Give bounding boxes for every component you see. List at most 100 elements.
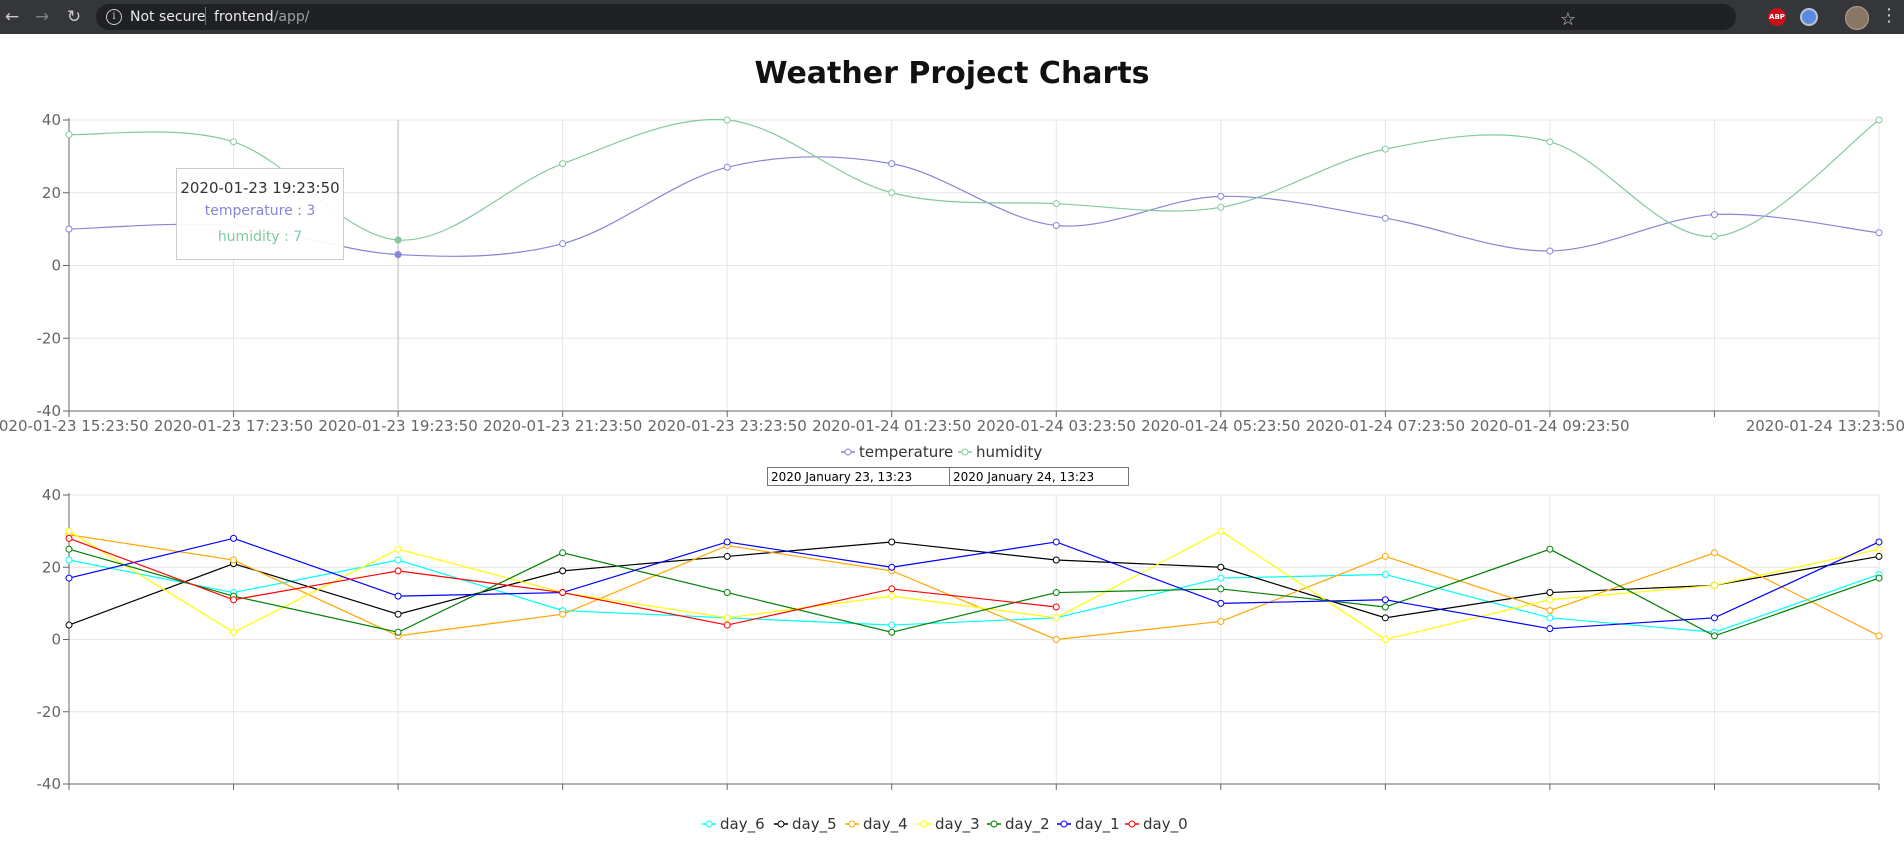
- data-point-humidity: [560, 161, 566, 167]
- data-point-day_5: [1547, 590, 1553, 596]
- data-point-humidity: [1382, 146, 1388, 152]
- legend-label: day_5: [792, 815, 837, 834]
- chart-grid: [69, 495, 1879, 784]
- legend-marker: [921, 821, 927, 827]
- data-point-temperature: [66, 226, 72, 232]
- tooltip-label: 2020-01-23 19:23:50: [177, 179, 343, 197]
- legend-marker: [845, 449, 851, 455]
- weather-line-chart: -40-20020402020-01-23 15:23:50 2020-01-23…: [0, 110, 1904, 470]
- data-point-day_3: [724, 615, 730, 621]
- data-point-day_4: [1711, 550, 1717, 556]
- y-tick-label: 0: [51, 257, 61, 275]
- x-tick-label: 2020-01-23 19:23:50: [318, 417, 477, 435]
- back-arrow-icon[interactable]: ←: [2, 7, 22, 27]
- legend-item-day_3: day_3: [917, 815, 980, 834]
- bookmark-star-icon[interactable]: ☆: [1560, 9, 1576, 30]
- data-point-temperature: [889, 161, 895, 167]
- data-point-humidity: [724, 117, 730, 123]
- legend-item-day_1: day_1: [1057, 815, 1120, 834]
- data-point-day_0: [66, 535, 72, 541]
- chart-tooltip: 2020-01-23 19:23:50 temperature : 3 humi…: [176, 168, 344, 260]
- url-separator: [205, 7, 206, 25]
- data-point-day_2: [1218, 586, 1224, 592]
- data-point-humidity: [1218, 204, 1224, 210]
- data-point-day_6: [1547, 615, 1553, 621]
- y-tick-label: 40: [42, 111, 61, 129]
- tooltip-humidity: humidity : 7: [177, 229, 343, 245]
- profile-avatar[interactable]: [1845, 6, 1869, 30]
- data-point-day_2: [1382, 604, 1388, 610]
- data-point-day_2: [889, 629, 895, 635]
- info-icon[interactable]: i: [106, 9, 122, 25]
- legend-label: humidity: [976, 443, 1042, 461]
- data-point-day_0: [395, 568, 401, 574]
- data-point-day_0: [724, 622, 730, 628]
- browser-toolbar: ← → ↻ i Not secure frontend/app/ ☆ ABP ⋮: [0, 0, 1904, 34]
- data-point-day_4: [560, 611, 566, 617]
- data-point-day_0: [560, 590, 566, 596]
- url-path: /app/: [274, 9, 310, 25]
- address-bar[interactable]: i Not secure frontend/app/ ☆: [96, 4, 1736, 30]
- data-point-day_1: [1218, 600, 1224, 606]
- y-tick-label: 0: [51, 631, 61, 649]
- data-point-humidity: [231, 139, 237, 145]
- data-point-day_3: [1547, 597, 1553, 603]
- y-tick-label: -40: [37, 775, 62, 793]
- series-line-day_1: [69, 538, 1879, 628]
- data-point-day_4: [231, 557, 237, 563]
- data-point-humidity: [66, 132, 72, 138]
- data-point-day_5: [1053, 557, 1059, 563]
- data-point-temperature: [1876, 230, 1882, 236]
- data-point-day_5: [1382, 615, 1388, 621]
- data-point-day_1: [231, 535, 237, 541]
- y-tick-label: 20: [42, 184, 61, 202]
- data-point-humidity: [1876, 117, 1882, 123]
- data-point-day_1: [1711, 615, 1717, 621]
- data-point-day_6: [889, 622, 895, 628]
- data-point-day_3: [1053, 615, 1059, 621]
- data-point-day_5: [395, 611, 401, 617]
- legend-marker: [962, 449, 968, 455]
- x-tick-label: 2020-01-23 15:23:50: [0, 417, 149, 435]
- x-tick-label: 2020-01-23 17:23:50: [154, 417, 313, 435]
- tooltip-temperature: temperature : 3: [177, 203, 343, 219]
- data-point-day_2: [1876, 575, 1882, 581]
- legend-item-temperature: temperature: [841, 443, 953, 461]
- reload-icon[interactable]: ↻: [64, 7, 84, 27]
- data-point-day_1: [1382, 597, 1388, 603]
- legend-label: day_1: [1075, 815, 1120, 834]
- legend-label: day_4: [863, 815, 908, 834]
- legend-item-day_5: day_5: [774, 815, 837, 834]
- data-point-temperature: [1711, 212, 1717, 218]
- legend-marker: [1129, 821, 1135, 827]
- data-point-temperature: [1218, 193, 1224, 199]
- url-host: frontend: [214, 9, 274, 25]
- data-point-humidity: [1547, 139, 1553, 145]
- data-point-day_4: [1547, 608, 1553, 614]
- data-point-day_3: [1218, 528, 1224, 534]
- extension-icon[interactable]: [1800, 8, 1818, 26]
- data-point-day_0: [1053, 604, 1059, 610]
- data-point-day_1: [1053, 539, 1059, 545]
- data-point-day_3: [1711, 582, 1717, 588]
- data-point-humidity: [889, 190, 895, 196]
- data-point-temperature: [1547, 248, 1553, 254]
- legend-label: day_3: [935, 815, 980, 834]
- x-tick-label: 2020-01-24 13:23:50: [1746, 417, 1904, 435]
- legend-item-day_6: day_6: [702, 815, 765, 834]
- adblock-extension-icon[interactable]: ABP: [1768, 8, 1786, 26]
- data-point-day_0: [231, 597, 237, 603]
- series-day_5: [66, 539, 1882, 628]
- data-point-day_3: [1382, 637, 1388, 643]
- legend-label: temperature: [859, 443, 953, 461]
- series-day_3: [66, 528, 1882, 642]
- legend-marker: [991, 821, 997, 827]
- forward-arrow-icon[interactable]: →: [32, 7, 52, 27]
- data-point-day_1: [395, 593, 401, 599]
- legend-item-day_0: day_0: [1125, 815, 1188, 834]
- active-dot-temperature: [395, 252, 401, 258]
- legend-item-humidity: humidity: [958, 443, 1042, 461]
- data-point-day_5: [560, 568, 566, 574]
- menu-kebab-icon[interactable]: ⋮: [1880, 6, 1898, 26]
- legend-marker: [1061, 821, 1067, 827]
